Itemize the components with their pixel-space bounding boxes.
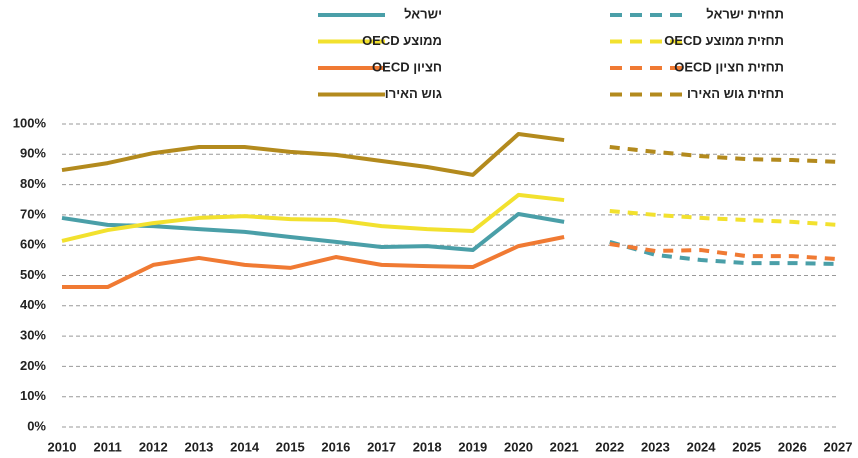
y-tick-label: 90%	[20, 146, 46, 161]
y-tick-label: 50%	[20, 267, 46, 282]
series-line	[609, 208, 839, 227]
x-tick-label: 2012	[139, 439, 168, 454]
x-tick-label: 2027	[824, 439, 853, 454]
legend-label: תחזית גוש האירו	[687, 86, 784, 101]
x-tick-label: 2022	[595, 439, 624, 454]
y-tick-label: 70%	[20, 206, 46, 221]
x-tick-label: 2025	[732, 439, 761, 454]
y-tick-label: 60%	[20, 237, 46, 252]
x-tick-label: 2026	[778, 439, 807, 454]
series-line	[61, 192, 565, 243]
series-line	[609, 239, 839, 266]
series-line	[609, 242, 839, 262]
y-tick-label: 100%	[13, 115, 47, 130]
x-tick-label: 2018	[413, 439, 442, 454]
legend-label: חציון OECD	[372, 59, 442, 74]
y-tick-label: 20%	[20, 358, 46, 373]
series-line	[61, 131, 565, 177]
legend-label: גוש האירו	[385, 86, 442, 101]
y-tick-label: 10%	[20, 388, 46, 403]
y-tick-label: 30%	[20, 328, 46, 343]
legend-label: תחזית ממוצע OECD	[664, 33, 784, 48]
legend-label: ממוצע OECD	[362, 33, 442, 48]
x-tick-label: 2019	[458, 439, 487, 454]
x-tick-label: 2017	[367, 439, 396, 454]
y-tick-label: 80%	[20, 176, 46, 191]
x-tick-label: 2024	[687, 439, 717, 454]
x-tick-label: 2016	[321, 439, 350, 454]
legend-label: תחזית חציון OECD	[674, 59, 784, 74]
series-line	[609, 145, 839, 164]
legend-label: תחזית ישראל	[706, 6, 784, 21]
legend-label: ישראל	[404, 6, 442, 21]
x-tick-label: 2013	[184, 439, 213, 454]
x-tick-label: 2021	[550, 439, 579, 454]
series-line	[62, 235, 565, 290]
x-tick-label: 2014	[230, 439, 260, 454]
x-tick-label: 2023	[641, 439, 670, 454]
x-tick-label: 2011	[94, 439, 122, 454]
y-tick-label: 0%	[27, 418, 46, 433]
x-tick-label: 2010	[48, 439, 77, 454]
x-tick-label: 2015	[276, 439, 305, 454]
x-tick-label: 2020	[504, 439, 533, 454]
y-tick-label: 40%	[20, 297, 46, 312]
